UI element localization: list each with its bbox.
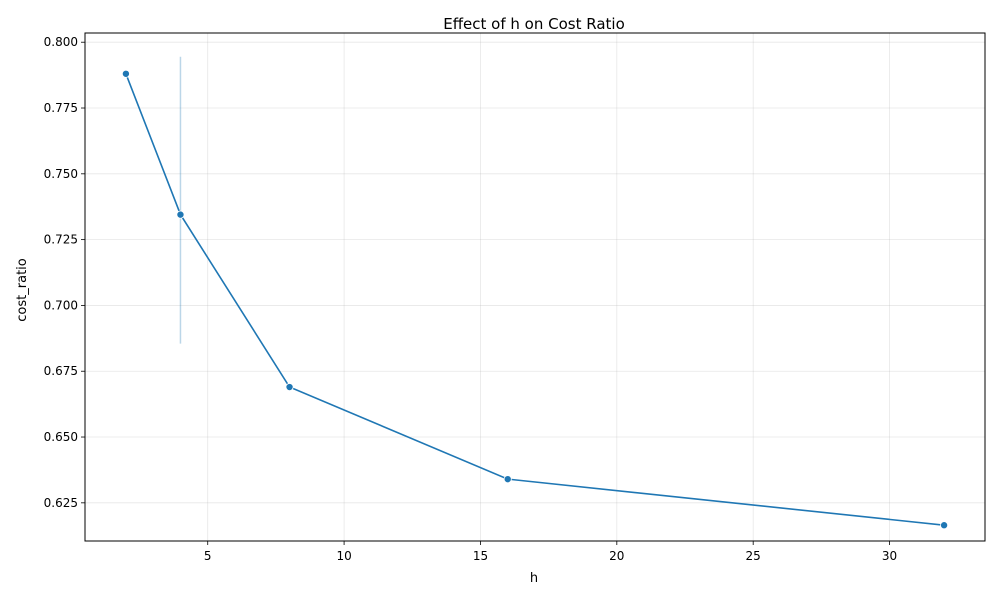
y-tick-label: 0.650 xyxy=(44,430,78,444)
y-axis-ticks: 0.625 0.650 0.675 0.700 0.725 0.750 0.775 0.800 xyxy=(44,35,85,510)
y-tick-label: 0.625 xyxy=(44,496,78,510)
x-tick-label: 5 xyxy=(204,549,212,563)
data-point xyxy=(503,475,512,484)
x-tick-label: 25 xyxy=(746,549,761,563)
x-tick-label: 20 xyxy=(609,549,624,563)
data-point xyxy=(940,521,949,530)
x-axis-ticks: 5 10 15 20 25 30 xyxy=(204,541,897,563)
y-tick-label: 0.725 xyxy=(44,233,78,247)
y-axis-label: cost_ratio xyxy=(15,258,30,321)
chart-title: Effect of h on Cost Ratio xyxy=(443,15,625,33)
x-tick-label: 30 xyxy=(882,549,897,563)
data-point xyxy=(285,383,294,392)
grid xyxy=(85,33,985,541)
x-tick-label: 15 xyxy=(473,549,488,563)
data-point xyxy=(176,210,185,219)
data-point xyxy=(121,69,130,78)
y-tick-label: 0.775 xyxy=(44,101,78,115)
series xyxy=(121,69,949,530)
y-tick-label: 0.675 xyxy=(44,364,78,378)
x-axis-label: h xyxy=(530,571,538,586)
x-tick-label: 10 xyxy=(336,549,351,563)
y-tick-label: 0.750 xyxy=(44,167,78,181)
plot-frame xyxy=(84,32,986,542)
y-tick-label: 0.700 xyxy=(44,298,78,312)
y-tick-label: 0.800 xyxy=(44,35,78,49)
